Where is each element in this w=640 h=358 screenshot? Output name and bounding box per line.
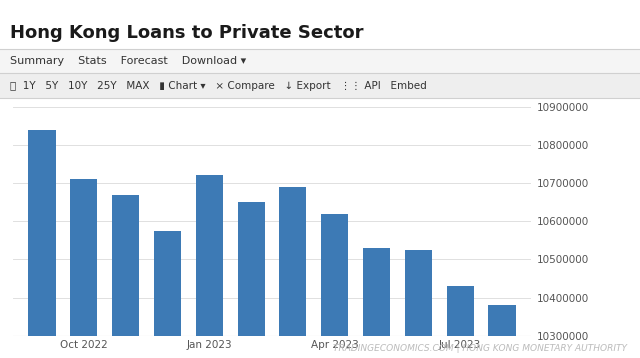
Bar <box>237 202 265 358</box>
Bar <box>363 248 390 358</box>
Bar <box>28 130 56 358</box>
Text: TRADINGECONOMICS.COM | HONG KONG MONETARY AUTHORITY: TRADINGECONOMICS.COM | HONG KONG MONETAR… <box>333 344 627 353</box>
Text: ⬜  1Y   5Y   10Y   25Y   MAX   ▮ Chart ▾   ⨯ Compare   ↓ Export   ⋮⋮ API   Embed: ⬜ 1Y 5Y 10Y 25Y MAX ▮ Chart ▾ ⨯ Compare … <box>10 81 426 91</box>
Bar <box>447 286 474 358</box>
Bar <box>196 175 223 358</box>
Bar <box>404 250 432 358</box>
Bar <box>321 214 348 358</box>
Bar <box>112 194 140 358</box>
Bar <box>154 231 181 358</box>
Bar <box>279 187 307 358</box>
Text: Summary    Stats    Forecast    Download ▾: Summary Stats Forecast Download ▾ <box>10 56 246 66</box>
Bar <box>488 305 516 358</box>
Bar <box>70 179 97 358</box>
Text: Hong Kong Loans to Private Sector: Hong Kong Loans to Private Sector <box>10 24 363 42</box>
